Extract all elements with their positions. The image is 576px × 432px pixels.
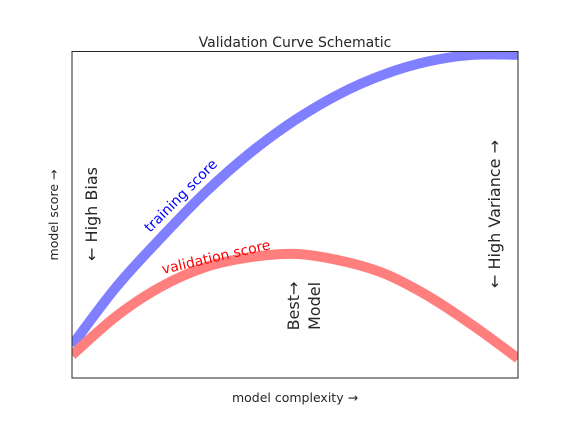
annotation-high-bias: ← High Bias	[82, 167, 101, 261]
axes-frame	[71, 51, 519, 379]
annotation-model: Model	[305, 282, 324, 330]
x-axis-label: model complexity →	[232, 390, 358, 405]
chart-title: Validation Curve Schematic	[199, 35, 392, 51]
training-score-line	[72, 51, 518, 349]
validation-score-line	[72, 248, 518, 363]
y-axis-label: model score →	[46, 170, 61, 261]
annotation-best: Best→	[284, 282, 303, 331]
plot-lines	[72, 51, 518, 363]
annotation-high-variance: ← High Variance →	[485, 140, 504, 288]
